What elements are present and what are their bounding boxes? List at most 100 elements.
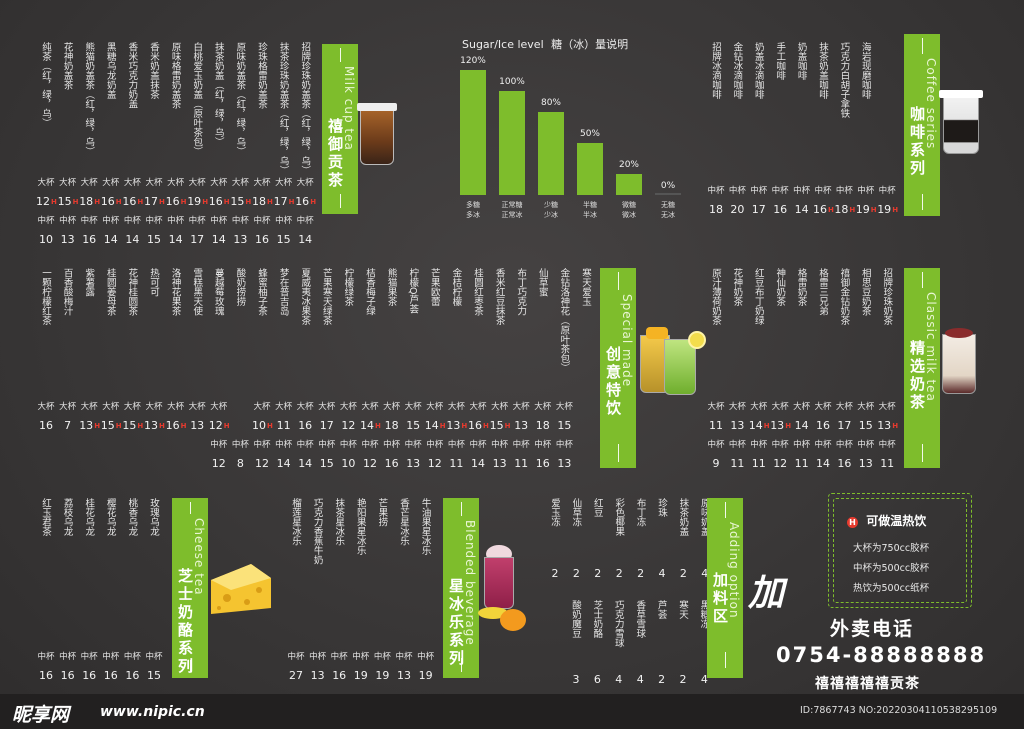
chart-bar xyxy=(655,193,681,195)
special-item: 夏威夷冰果茶 xyxy=(295,268,315,325)
milk_cup_tea-large-label: 大杯 xyxy=(123,178,141,188)
special-large-label: 大杯 xyxy=(167,402,185,412)
adding-item: 巧克力雪球 xyxy=(609,600,629,648)
classic-title-en: Classic milk tea xyxy=(924,292,938,402)
special-large-price: 10H xyxy=(252,420,273,432)
special-large-label: 大杯 xyxy=(188,402,206,412)
classic-large-price: 13H xyxy=(770,420,791,432)
special-large-price: 16H xyxy=(468,420,489,432)
milk_cup_tea-large-label: 大杯 xyxy=(275,178,293,188)
special-medium-price: 16 xyxy=(533,458,553,470)
special-drinks-image xyxy=(636,325,716,397)
special-panel: Special made 创意特饮 xyxy=(600,268,636,468)
milk_cup_tea-large-value: 18 xyxy=(252,195,266,208)
classic-large-value: 16 xyxy=(816,419,830,432)
classic-large-value: 14 xyxy=(748,419,763,432)
special-large-label: 大杯 xyxy=(469,402,487,412)
special-medium-price: 13 xyxy=(403,458,423,470)
coffee-item-name: 巧克力白胡子拿铁 xyxy=(838,42,850,118)
chart-category-top: 正常糖 xyxy=(501,201,523,209)
special-large-price: 11 xyxy=(274,420,294,432)
hot-mark-icon: H xyxy=(202,198,209,206)
special-item-name: 桂圆红枣茶 xyxy=(472,268,483,316)
adding-item-price: 2 xyxy=(679,673,687,686)
chart-category-bottom: 无冰 xyxy=(661,211,675,219)
milk_cup_tea-large-price: 17H xyxy=(144,196,165,208)
blended-medium-label: 中杯 xyxy=(395,652,413,662)
classic-medium-value: 12 xyxy=(773,457,788,470)
milk_cup_tea-large-label: 大杯 xyxy=(59,178,77,188)
coffee-medium-label: 中杯 xyxy=(707,186,725,196)
special-title-cn: 创意特饮 xyxy=(604,346,622,418)
hot-mark-icon: H xyxy=(180,198,187,206)
milk_cup_tea-medium-label: 中杯 xyxy=(275,216,293,226)
hot-mark-icon: H xyxy=(159,422,165,430)
adding-item-price: 6 xyxy=(593,673,601,686)
cheese-item-name: 桃香乌龙 xyxy=(126,498,138,536)
milk_cup_tea-medium-price: 17 xyxy=(187,234,207,246)
milk_cup_tea-medium-price: 13 xyxy=(230,234,250,246)
special-medium-value: 13 xyxy=(406,457,421,470)
chart-category-label: 多糖 多冰 xyxy=(453,200,493,220)
classic-item-name: 神仙奶茶 xyxy=(774,268,786,306)
classic-medium-label: 中杯 xyxy=(707,440,725,450)
cheese-item: 桃香乌龙 xyxy=(122,498,142,536)
coffee-item-name: 手工咖啡 xyxy=(774,42,786,80)
milk_cup_tea-medium-label: 中杯 xyxy=(253,216,271,226)
coffee-medium-value: 16 xyxy=(813,203,827,216)
classic-medium-value: 14 xyxy=(816,457,830,470)
special-medium-label: 中杯 xyxy=(275,440,293,450)
coffee-medium-label: 中杯 xyxy=(835,186,853,196)
milk_cup_tea-large-value: 17 xyxy=(273,195,288,208)
adding-item: 香草雪球 xyxy=(630,600,650,638)
special-item: 紫薯露 xyxy=(79,268,99,297)
milk_cup_tea-large-value: 18 xyxy=(79,195,94,208)
milk_cup_tea-large-label: 大杯 xyxy=(296,178,314,188)
special-item-name: 花神桂圆茶 xyxy=(126,268,138,316)
classic-item-name: 相思豆奶茶 xyxy=(859,268,871,316)
coffee-medium-price: 19H xyxy=(877,204,898,216)
milk_cup_tea-item: 珍珠格雷奶盖茶 xyxy=(252,42,272,109)
special-item: 洛神花果茶 xyxy=(166,268,186,316)
classic-large-label: 大杯 xyxy=(728,402,746,412)
classic-item: 格雷三兄弟 xyxy=(813,268,833,316)
watermark-url: www.nipic.cn xyxy=(100,704,205,720)
classic-medium-label: 中杯 xyxy=(835,440,853,450)
cheese-medium-price: 16 xyxy=(79,670,99,682)
special-item: 蜂蜜柚子茶 xyxy=(252,268,272,316)
milk_cup_tea-medium-price: 14 xyxy=(295,234,315,246)
blended-medium-price: 13 xyxy=(394,670,414,682)
classic-medium-value: 11 xyxy=(880,457,895,470)
panel-divider xyxy=(190,502,191,514)
classic-item-name: 原汁薄荷奶茶 xyxy=(710,268,721,325)
cheese-medium-price: 16 xyxy=(36,670,56,682)
coffee-title-cn: 咖啡系列 xyxy=(908,106,926,178)
special-large-label: 大杯 xyxy=(296,402,314,412)
special-medium-label: 中杯 xyxy=(512,440,530,450)
classic-large-value: 14 xyxy=(794,419,809,432)
hot-drink-note: H 可做温热饮 大杯为750cc胶杯 中杯为500cc胶杯 热饮为500cc纸杯 xyxy=(828,493,972,608)
coffee-cup-image xyxy=(939,90,983,156)
special-medium-price: 11 xyxy=(511,458,531,470)
hot-mark-icon: H xyxy=(94,198,101,206)
milk_cup_tea-medium-price: 10 xyxy=(36,234,56,246)
classic-large-value: 15 xyxy=(858,419,873,432)
special-item: 寒天爱玉 xyxy=(576,268,596,306)
milk_cup_tea-medium-label: 中杯 xyxy=(296,216,314,226)
chart-value-label: 120% xyxy=(460,56,486,66)
special-medium-label: 中杯 xyxy=(491,440,509,450)
adding-item: 芝士奶酪 xyxy=(587,600,607,638)
milk_cup_tea-large-value: 15 xyxy=(57,195,72,208)
special-item: 蔓越莓玫瑰 xyxy=(209,268,229,316)
milk_cup_tea-item-name: 花神奶盖茶 xyxy=(61,42,73,90)
milk_cup_tea-item: 原味格雷奶盖茶 xyxy=(166,42,186,109)
chart-title: Sugar/Ice level 糖（冰）量说明 xyxy=(462,36,628,52)
coffee-medium-value: 17 xyxy=(751,203,766,216)
blended-item: 榴莲星冰乐 xyxy=(286,498,306,546)
adding-item-price: 2 xyxy=(572,567,580,580)
special-large-value: 13 xyxy=(514,419,529,432)
classic-large-price: 13 xyxy=(727,420,747,432)
special-large-label: 大杯 xyxy=(123,402,141,412)
panel-divider xyxy=(725,652,726,668)
milk_cup_tea-medium-value: 16 xyxy=(255,233,269,246)
